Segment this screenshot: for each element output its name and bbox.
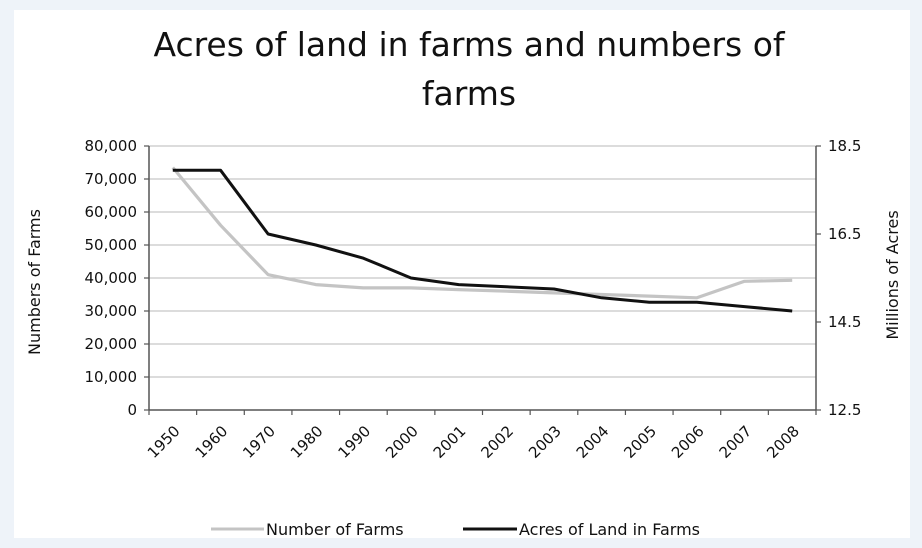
series-line-number-of-farms xyxy=(171,166,793,300)
x-tick-label: 1970 xyxy=(239,422,279,462)
legend-label-number-of-farms: Number of Farms xyxy=(266,520,404,538)
right-tick-label: 14.5 xyxy=(828,313,861,331)
x-tick-label: 1950 xyxy=(144,422,184,462)
left-axis-ticks: 0 10,000 20,000 30,000 40,000 50,000 60,000 70,… xyxy=(85,137,149,419)
x-axis-ticks: 1950 1960 1970 1980 1990 2000 2001 2002 2003 2004… xyxy=(144,410,817,462)
x-tick-label: 2006 xyxy=(668,422,708,462)
left-tick-label: 40,000 xyxy=(85,269,138,287)
right-tick-label: 18.5 xyxy=(828,137,861,155)
left-tick-label: 70,000 xyxy=(85,170,138,188)
legend-item-acres-of-land: Acres of Land in Farms xyxy=(463,520,700,538)
left-tick-label: 20,000 xyxy=(85,335,138,353)
right-tick-label: 12.5 xyxy=(828,401,861,419)
x-tick-label: 2001 xyxy=(430,422,470,462)
left-tick-label: 80,000 xyxy=(85,137,138,155)
series-line-acres-of-land xyxy=(172,168,793,313)
chart-title-line-1: Acres of land in farms and numbers of xyxy=(153,25,785,64)
x-tick-label: 1960 xyxy=(192,422,232,462)
chart-title-line-2: farms xyxy=(422,74,516,113)
legend: Number of Farms Acres of Land in Farms xyxy=(211,520,700,538)
left-tick-label: 0 xyxy=(127,401,137,419)
gridlines xyxy=(149,145,816,378)
right-axis-label: Millions of Acres xyxy=(883,210,902,339)
legend-label-acres-of-land: Acres of Land in Farms xyxy=(519,520,700,538)
x-tick-label: 2008 xyxy=(763,422,803,462)
left-tick-label: 60,000 xyxy=(85,203,138,221)
x-tick-label: 2002 xyxy=(477,422,517,462)
line-chart: Acres of land in farms and numbers of fa… xyxy=(25,25,902,538)
x-tick-label: 2005 xyxy=(620,422,660,462)
x-tick-label: 2000 xyxy=(382,422,422,462)
legend-item-number-of-farms: Number of Farms xyxy=(211,520,404,538)
left-tick-label: 30,000 xyxy=(85,302,138,320)
right-tick-label: 16.5 xyxy=(828,225,861,243)
x-tick-label: 2007 xyxy=(716,422,756,462)
left-tick-label: 50,000 xyxy=(85,236,138,254)
x-tick-label: 1980 xyxy=(287,422,327,462)
left-axis-label: Numbers of Farms xyxy=(25,209,44,355)
left-tick-label: 10,000 xyxy=(85,368,138,386)
series-lines xyxy=(171,166,793,313)
x-tick-label: 2003 xyxy=(525,422,565,462)
chart-frame: Acres of land in farms and numbers of fa… xyxy=(14,10,910,538)
x-tick-label: 2004 xyxy=(573,422,613,462)
x-tick-label: 1990 xyxy=(334,422,374,462)
right-axis-ticks: 12.5 14.5 16.5 18.5 xyxy=(816,137,861,419)
